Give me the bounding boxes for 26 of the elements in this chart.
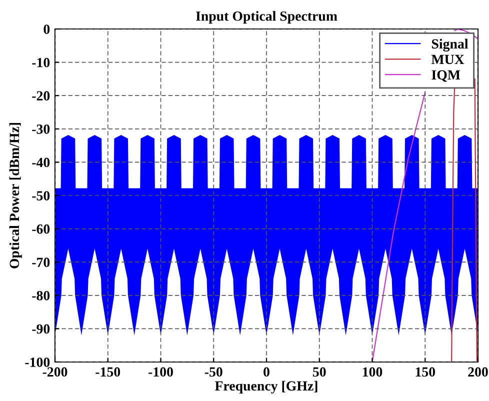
legend-label: Signal [432,38,468,52]
chart-title: Input Optical Spectrum [196,11,338,24]
x-axis-title: Frequency [GHz] [214,380,318,394]
legend-label: IQM [432,70,460,82]
x-tick-label: 150 [416,367,436,377]
y-tick-label: -100 [25,358,50,367]
y-tick-label: 0 [44,24,50,34]
y-tick-label: -30 [32,124,50,134]
x-tick-label: -200 [42,367,68,377]
y-tick-label: -40 [32,158,50,168]
y-tick-label: -20 [32,91,50,101]
x-tick-label: 50 [312,367,326,377]
x-tick-label: 100 [362,367,382,377]
y-tick-label: -80 [32,290,50,300]
x-tick-label: 0 [264,367,270,377]
y-tick-label: -60 [32,224,50,234]
x-tick-label: -50 [204,367,222,377]
x-tick-label: -150 [96,367,120,377]
y-tick-label: -70 [32,258,50,268]
x-tick-label: -100 [148,367,173,377]
y-tick-label: -90 [32,324,50,334]
y-axis-title: Optical Power [dBm/Hz] [9,122,22,268]
y-tick-label: -10 [32,58,50,68]
legend-label: MUX [431,54,464,64]
x-tick-label: 200 [468,367,488,377]
y-tick-label: -50 [32,191,50,200]
